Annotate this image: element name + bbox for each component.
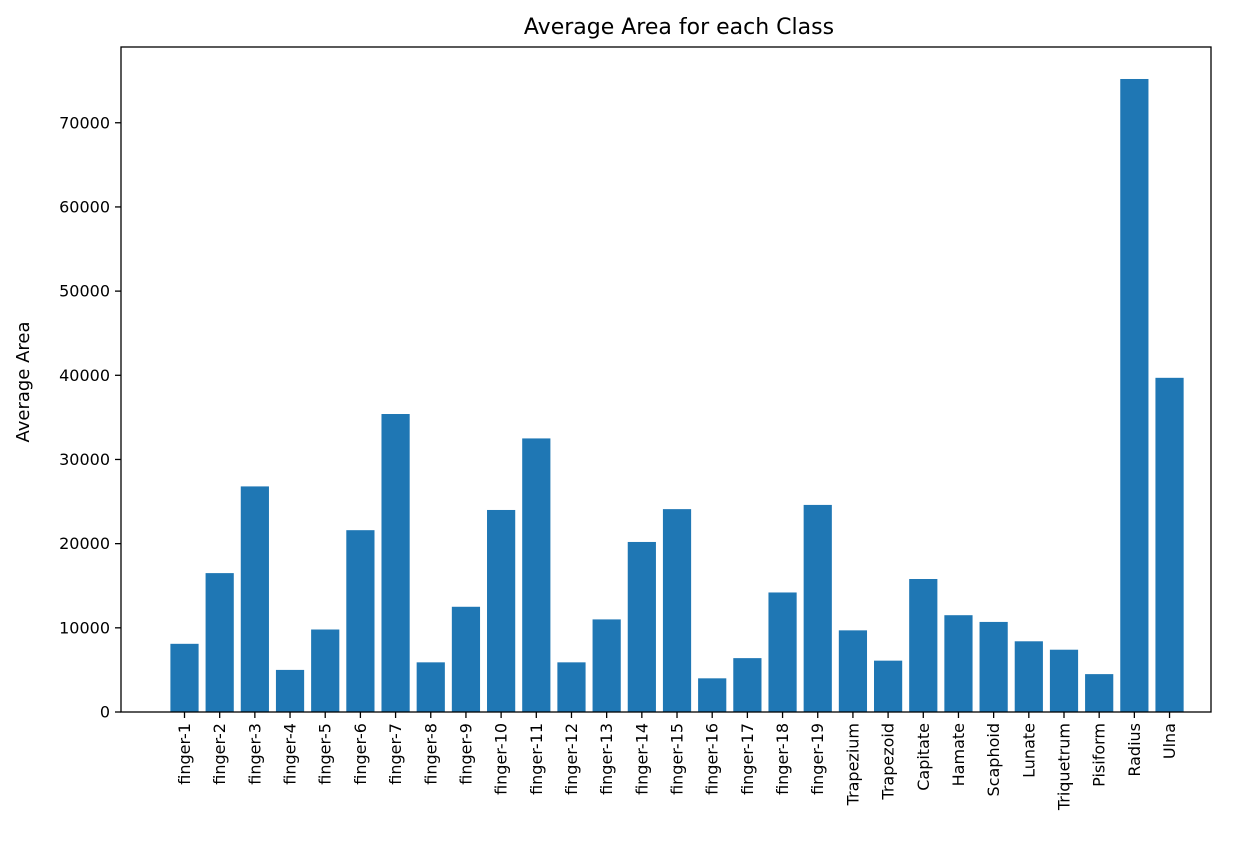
x-tick-label: Triquetrum	[1055, 723, 1074, 811]
bar-capitate	[909, 579, 938, 712]
bar-radius	[1120, 78, 1149, 713]
bar-pisiform	[1085, 674, 1114, 712]
x-tick-label: finger-2	[210, 723, 229, 785]
bar-finger-2	[205, 573, 234, 712]
x-tick-label: finger-14	[632, 723, 651, 795]
x-axis-ticks: finger-1 finger-2 finger-3 finger-4 finger-5…	[175, 712, 1179, 811]
bars-group	[170, 78, 1184, 713]
y-tick-label: 0	[100, 703, 110, 722]
y-tick-label: 70000	[59, 113, 110, 132]
x-tick-label: finger-16	[703, 723, 722, 795]
bar-finger-3	[240, 486, 269, 712]
bar-finger-16	[698, 678, 727, 712]
x-tick-label: finger-3	[245, 723, 264, 785]
x-tick-label: Pisiform	[1090, 723, 1109, 787]
x-tick-label: finger-18	[773, 723, 792, 795]
x-tick-label: finger-5	[316, 723, 335, 785]
x-tick-label: finger-7	[386, 723, 405, 785]
bar-triquetrum	[1049, 649, 1079, 712]
bar-finger-7	[381, 414, 410, 712]
x-tick-label: finger-8	[421, 723, 440, 785]
bar-finger-14	[627, 541, 656, 712]
chart-title: Average Area for each Class	[524, 15, 834, 40]
x-tick-label: Hamate	[949, 723, 968, 786]
y-tick-label: 50000	[59, 282, 110, 301]
bar-finger-17	[733, 658, 762, 712]
x-tick-label: finger-12	[562, 723, 581, 795]
bar-finger-9	[451, 606, 481, 712]
bar-finger-19	[803, 504, 832, 712]
bar-finger-5	[311, 629, 340, 712]
bar-finger-6	[346, 530, 375, 712]
x-tick-label: Ulna	[1160, 723, 1179, 759]
x-tick-label: finger-10	[492, 723, 511, 795]
bar-finger-18	[768, 592, 797, 712]
bar-hamate	[944, 615, 973, 712]
bar-trapezoid	[874, 660, 903, 712]
bar-finger-8	[416, 662, 445, 712]
bar-finger-1	[170, 643, 199, 712]
bar-finger-13	[592, 619, 621, 712]
y-axis-ticks: 0 10000 20000 30000 40000 50000 60000 70000	[59, 113, 121, 722]
x-tick-label: finger-9	[456, 723, 475, 785]
x-tick-label: Lunate	[1019, 723, 1038, 778]
x-tick-label: Radius	[1125, 723, 1144, 777]
x-tick-label: Trapezium	[843, 723, 862, 806]
x-tick-label: finger-19	[808, 723, 827, 795]
bar-trapezium	[838, 630, 868, 712]
x-tick-label: finger-11	[527, 723, 546, 795]
bar-finger-15	[662, 509, 692, 712]
bar-finger-11	[522, 438, 551, 712]
bar-lunate	[1014, 641, 1043, 712]
bar-finger-10	[487, 509, 516, 712]
bar-scaphoid	[979, 621, 1008, 712]
y-tick-label: 30000	[59, 450, 110, 469]
x-tick-label: finger-4	[281, 723, 300, 785]
bar-ulna	[1155, 377, 1184, 712]
y-tick-label: 10000	[59, 618, 110, 637]
y-tick-label: 60000	[59, 197, 110, 216]
x-tick-label: Capitate	[914, 723, 933, 791]
bar-finger-4	[275, 669, 305, 712]
y-tick-label: 20000	[59, 534, 110, 553]
x-tick-label: finger-1	[175, 723, 194, 785]
y-tick-label: 40000	[59, 366, 110, 385]
bar-finger-12	[557, 662, 586, 712]
x-tick-label: finger-6	[351, 723, 370, 785]
x-tick-label: Trapezoid	[879, 723, 898, 801]
x-tick-label: finger-15	[668, 723, 687, 795]
x-tick-label: finger-13	[597, 723, 616, 795]
x-tick-label: Scaphoid	[984, 723, 1003, 796]
y-axis-label: Average Area	[13, 321, 34, 442]
plot-frame	[120, 46, 1212, 713]
x-tick-label: finger-17	[738, 723, 757, 795]
